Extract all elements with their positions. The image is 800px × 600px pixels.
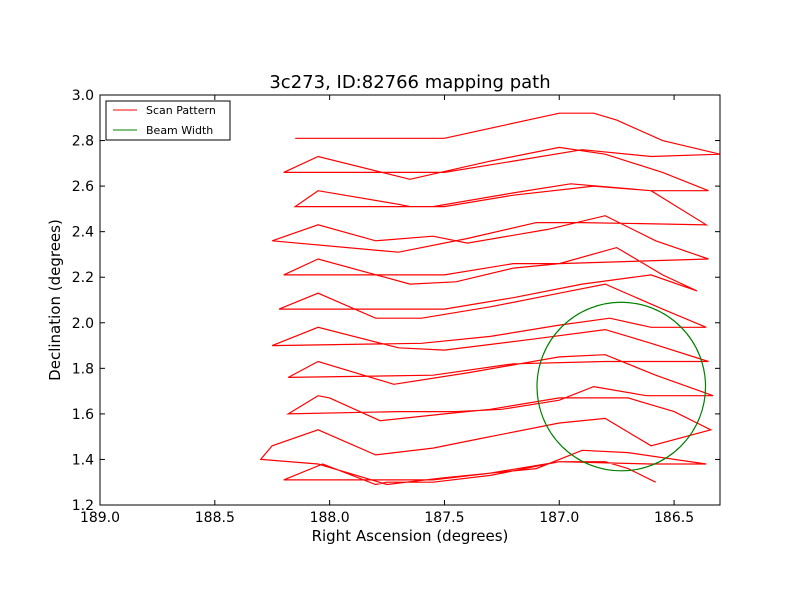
y-tick-label: 3.0 [72,88,94,104]
x-tick-label: 187.0 [539,510,579,526]
series-line-scan-pattern [259,112,720,486]
y-tick-label: 2.6 [72,179,94,195]
x-tick-label: 188.0 [310,510,350,526]
y-tick-label: 1.8 [72,361,94,377]
y-tick-label: 1.2 [72,498,94,514]
series-layer [259,112,720,486]
legend-label-beam-width: Beam Width [146,124,213,137]
x-tick-labels: 189.0 188.5 188.0 187.5 187.0 186.5 [80,510,694,526]
y-tick-label: 1.4 [72,452,94,468]
legend-box [105,100,231,141]
y-axis-label: Declination (degrees) [46,219,64,381]
x-tick-label: 186.5 [654,510,694,526]
y-tick-label: 2.8 [72,134,94,150]
chart-title: 3c273, ID:82766 mapping path [269,72,550,93]
legend-label-scan-pattern: Scan Pattern [146,104,216,117]
y-tick-label: 2.2 [72,270,94,286]
x-tick-label: 189.0 [80,510,120,526]
plot-area [99,94,721,506]
plot-frame [99,94,721,506]
series-circle-beam-width [536,301,707,472]
plot-background [100,95,720,505]
y-tick-label: 1.6 [72,407,94,423]
legend: Scan Pattern Beam Width [105,100,231,141]
y-tick-label: 2.4 [72,225,94,241]
x-tick-label: 187.5 [424,510,464,526]
y-tick-label: 2.0 [72,316,94,332]
x-tick-label: 188.5 [195,510,235,526]
ticks-layer [99,94,720,506]
y-tick-labels: 1.2 1.4 1.6 1.8 2.0 2.2 2.4 2.6 2.8 3.0 [72,88,94,514]
x-axis-label: Right Ascension (degrees) [312,527,509,545]
